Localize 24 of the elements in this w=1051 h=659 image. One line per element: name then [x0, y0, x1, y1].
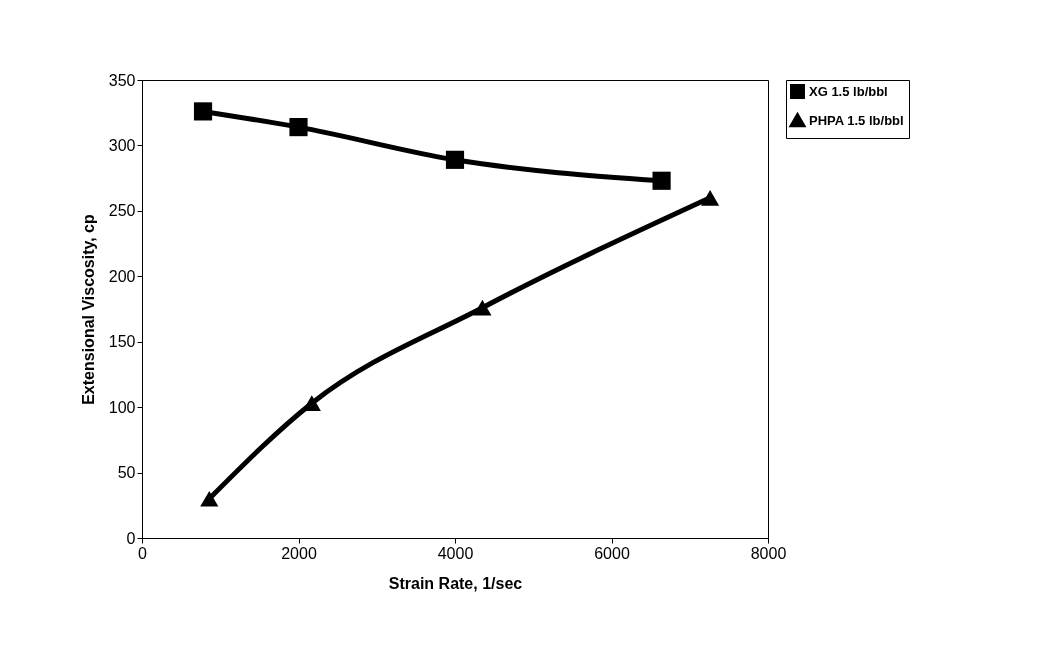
- y-tick-label: 50: [117, 464, 136, 482]
- y-tick-label: 200: [108, 267, 136, 285]
- point: [289, 118, 308, 137]
- point: [652, 171, 671, 190]
- point: [445, 150, 465, 169]
- x-tick-label: 6000: [594, 544, 630, 562]
- y-tick-label: 150: [108, 333, 136, 351]
- y-tick-label: 350: [108, 71, 136, 89]
- legend-label: PHPA 1.5 lb/bbl: [809, 112, 904, 128]
- point: [200, 490, 219, 507]
- point: [701, 189, 720, 206]
- y-tick-label: 0: [126, 529, 136, 547]
- point: [473, 299, 492, 316]
- x-axis-title: Strain Rate, 1/sec: [388, 574, 523, 592]
- point: [193, 102, 213, 121]
- y-tick-label: 100: [108, 398, 136, 416]
- x-tick-label: 8000: [750, 544, 787, 562]
- legend-label: XG 1.5 lb/bbl: [809, 83, 888, 99]
- y-tick-label: 300: [108, 136, 136, 154]
- x-tick-label: 0: [138, 544, 148, 562]
- y-axis-title: Extensional Viscosity, cp: [79, 213, 97, 405]
- y-tick-label: 250: [108, 202, 136, 220]
- x-tick-label: 2000: [281, 544, 317, 562]
- x-tick-label: 4000: [437, 544, 474, 562]
